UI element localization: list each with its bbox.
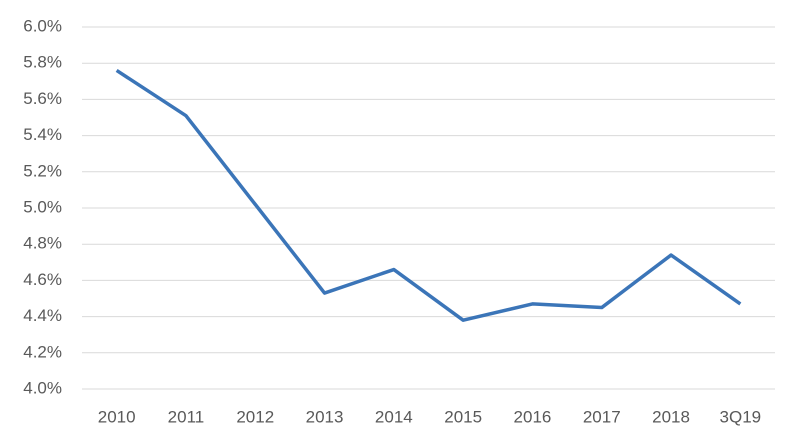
y-tick-label: 5.6% [23,89,62,108]
x-tick-label: 2012 [236,407,274,426]
x-tick-label: 2011 [168,407,205,426]
x-tick-label: 2017 [583,407,621,426]
y-tick-label: 4.0% [23,378,62,397]
y-tick-label: 4.4% [23,306,62,325]
x-tick-label: 2010 [98,407,136,426]
y-tick-label: 5.4% [23,125,62,144]
y-tick-label: 6.0% [23,16,62,35]
x-tick-label: 2018 [652,407,690,426]
x-tick-label: 2013 [306,407,344,426]
line-series [115,68,742,322]
x-tick-label: 2015 [444,407,482,426]
y-tick-label: 5.0% [23,197,62,216]
x-tick-label: 3Q19 [720,407,762,426]
x-tick-label: 2014 [375,407,413,426]
y-tick-label: 5.8% [23,53,62,72]
y-tick-label: 4.2% [23,342,62,361]
y-tick-label: 4.6% [23,270,62,289]
y-tick-label: 4.8% [23,234,62,253]
y-tick-label: 5.2% [23,161,62,180]
x-tick-label: 2016 [514,407,552,426]
